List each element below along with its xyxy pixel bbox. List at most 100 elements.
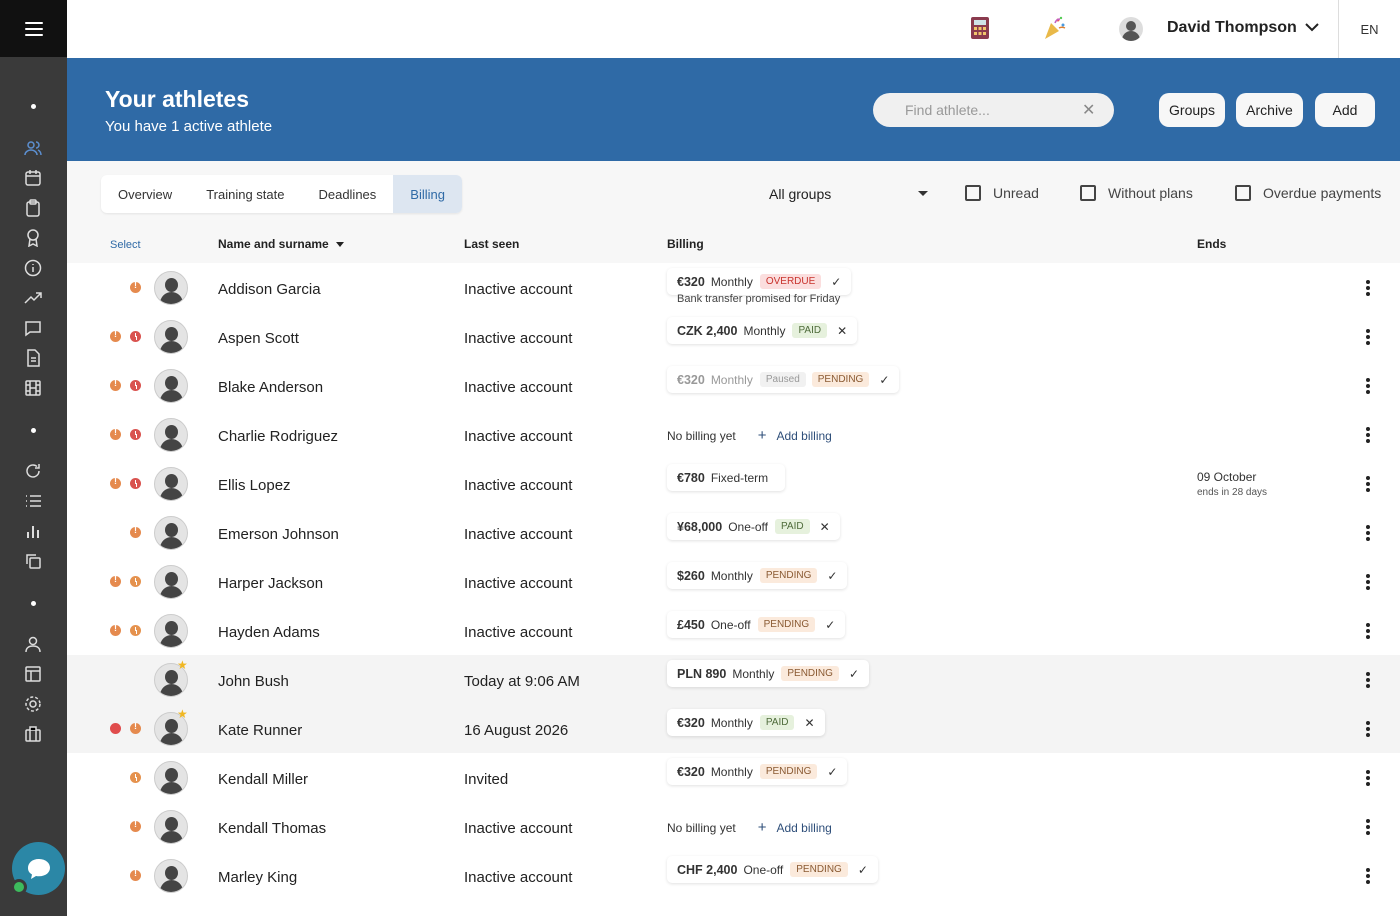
mark-paid-icon[interactable]: ✓ [827,764,838,779]
athlete-name[interactable]: Hayden Adams [218,624,320,641]
caret-down-icon[interactable] [918,191,928,196]
column-header-billing[interactable]: Billing [667,237,704,251]
unmark-paid-icon[interactable]: ✕ [837,323,848,338]
overdue-payments-filter[interactable]: Overdue payments [1235,185,1381,201]
avatar[interactable] [154,369,188,403]
message-icon[interactable] [24,319,42,337]
avatar[interactable] [154,320,188,354]
table-row[interactable]: Ellis Lopez Inactive account €780 Fixed-ter… [67,459,1400,508]
more-options-icon[interactable] [1366,574,1370,590]
film-icon[interactable] [24,379,42,397]
avatar[interactable] [154,614,188,648]
archive-button[interactable]: Archive [1236,93,1303,127]
table-row[interactable]: Aspen Scott Inactive account CZK 2,400 Mont… [67,312,1400,361]
mark-paid-icon[interactable]: ✓ [848,666,859,681]
table-row[interactable]: ★ John Bush Today at 9:06 AM PLN 890 Monthly… [67,655,1400,704]
table-row[interactable]: Blake Anderson Inactive account €320 Monthl… [67,361,1400,410]
more-options-icon[interactable] [1366,378,1370,394]
list-icon[interactable] [24,492,42,510]
bar-chart-icon[interactable] [24,522,42,540]
tab-deadlines[interactable]: Deadlines [318,186,377,202]
user-name[interactable]: David Thompson [1167,19,1297,36]
athlete-name[interactable]: Charlie Rodriguez [218,428,339,445]
billing-chip[interactable]: €320 Monthly Paused PENDING ✓ [667,366,900,393]
mark-paid-icon[interactable]: ✓ [857,862,868,877]
more-options-icon[interactable] [1366,868,1370,884]
mark-paid-icon[interactable]: ✓ [827,568,838,583]
billing-chip[interactable]: €320 Monthly PAID ✕ [667,709,825,736]
athlete-name[interactable]: Addison Garcia [218,281,321,298]
billing-chip[interactable]: CZK 2,400 Monthly PAID ✕ [667,317,858,344]
avatar[interactable] [154,712,188,746]
groups-button[interactable]: Groups [1159,93,1225,127]
briefcase-icon[interactable] [24,725,42,743]
billing-chip[interactable]: PLN 890 Monthly PENDING ✓ [667,660,869,687]
athlete-name[interactable]: Marley King [218,869,298,886]
billing-chip[interactable]: ¥68,000 One-off PAID ✕ [667,513,840,540]
search-input[interactable] [873,93,1114,127]
avatar[interactable] [154,516,188,550]
athlete-name[interactable]: John Bush [218,673,289,690]
billing-chip[interactable]: €780 Fixed-term [667,464,786,491]
avatar[interactable] [154,761,188,795]
calendar-icon[interactable] [24,169,42,187]
more-options-icon[interactable] [1366,280,1370,296]
more-options-icon[interactable] [1366,721,1370,737]
avatar[interactable] [154,859,188,893]
avatar[interactable] [154,418,188,452]
unread-filter[interactable]: Unread [965,185,1039,201]
table-row[interactable]: Kendall Thomas Inactive account No billing… [67,802,1400,851]
checkbox[interactable] [965,185,981,201]
mark-paid-icon[interactable]: ✓ [879,372,890,387]
add-billing-link[interactable]: Add billing [776,820,832,835]
avatar[interactable] [154,810,188,844]
athlete-name[interactable]: Kate Runner [218,722,303,739]
copy-icon[interactable] [24,552,42,570]
athletes-icon[interactable] [24,139,42,157]
award-icon[interactable] [24,229,42,247]
avatar[interactable] [154,467,188,501]
table-row[interactable]: Addison Garcia Inactive account €320 Monthl… [67,263,1400,312]
column-header-last-seen[interactable]: Last seen [464,237,520,251]
table-row[interactable]: Hayden Adams Inactive account £450 One-off P… [67,606,1400,655]
select-all-link[interactable]: Select [110,239,141,251]
layout-icon[interactable] [24,665,42,683]
language-switch[interactable]: EN [1338,0,1400,58]
add-athlete-button[interactable]: Add [1315,93,1375,127]
info-icon[interactable] [24,259,42,277]
table-row[interactable]: Charlie Rodriguez Inactive account No bill… [67,410,1400,459]
athlete-name[interactable]: Aspen Scott [218,330,299,347]
more-options-icon[interactable] [1366,672,1370,688]
refresh-icon[interactable] [24,462,42,480]
calculator-icon[interactable] [970,16,990,40]
athlete-name[interactable]: Emerson Johnson [218,526,339,543]
table-row[interactable]: Harper Jackson Inactive account $260 Monthl… [67,557,1400,606]
document-icon[interactable] [24,349,42,367]
billing-chip[interactable]: €320 Monthly PENDING ✓ [667,758,848,785]
tab-training-state[interactable]: Training state [206,186,285,202]
add-billing-link[interactable]: Add billing [776,428,832,443]
more-options-icon[interactable] [1366,623,1370,639]
party-popper-icon[interactable] [1043,15,1067,41]
athlete-name[interactable]: Harper Jackson [218,575,324,592]
clipboard-icon[interactable] [24,199,42,217]
more-options-icon[interactable] [1366,329,1370,345]
table-row[interactable]: Kendall Miller Invited €320 Monthly PENDING ✓ [67,753,1400,802]
mark-paid-icon[interactable]: ✓ [831,274,842,289]
athlete-name[interactable]: Kendall Thomas [218,820,327,837]
without-plans-filter[interactable]: Without plans [1080,185,1193,201]
billing-chip[interactable]: CHF 2,400 One-off PENDING ✓ [667,856,878,883]
column-header-name[interactable]: Name and surname [218,237,345,251]
user-icon[interactable] [24,635,42,653]
avatar[interactable] [1119,17,1143,41]
more-options-icon[interactable] [1366,819,1370,835]
billing-chip[interactable]: €320 Monthly OVERDUE ✓ [667,268,852,295]
group-select[interactable]: All groups [769,186,832,202]
tab-overview[interactable]: Overview [118,186,173,202]
checkbox[interactable] [1235,185,1251,201]
column-header-ends[interactable]: Ends [1197,237,1227,251]
gear-icon[interactable] [24,695,42,713]
more-options-icon[interactable] [1366,525,1370,541]
more-options-icon[interactable] [1366,770,1370,786]
unmark-paid-icon[interactable]: ✕ [804,715,815,730]
